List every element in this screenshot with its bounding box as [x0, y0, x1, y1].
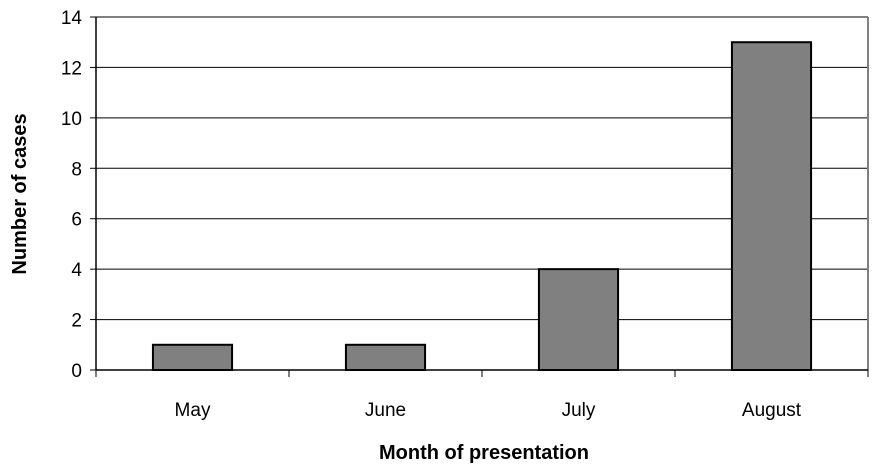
bars [151, 41, 813, 371]
y-tick-label: 10 [61, 109, 82, 130]
bar-august [730, 41, 813, 371]
bar-july [537, 268, 620, 371]
y-axis-title: Number of cases [9, 113, 31, 274]
x-tick-labels: May June July August [175, 400, 802, 421]
y-tick-label: 2 [71, 311, 82, 332]
y-tick-label: 0 [71, 361, 82, 382]
x-axis-title: Month of presentation [379, 442, 589, 464]
x-tick-label: June [365, 400, 406, 421]
y-tick-labels: 0 2 4 6 8 10 12 14 [61, 8, 83, 382]
y-tick-label: 12 [61, 58, 82, 79]
x-tick-label: July [562, 400, 596, 421]
y-tick-label: 8 [71, 159, 82, 180]
bar-june [344, 343, 427, 371]
axes [90, 16, 869, 377]
y-tick-label: 14 [61, 8, 83, 29]
x-tick-label: August [742, 400, 802, 421]
y-tick-label: 4 [71, 260, 82, 281]
bar-may [151, 343, 234, 371]
x-tick-label: May [175, 400, 211, 421]
y-tick-label: 6 [71, 210, 82, 231]
